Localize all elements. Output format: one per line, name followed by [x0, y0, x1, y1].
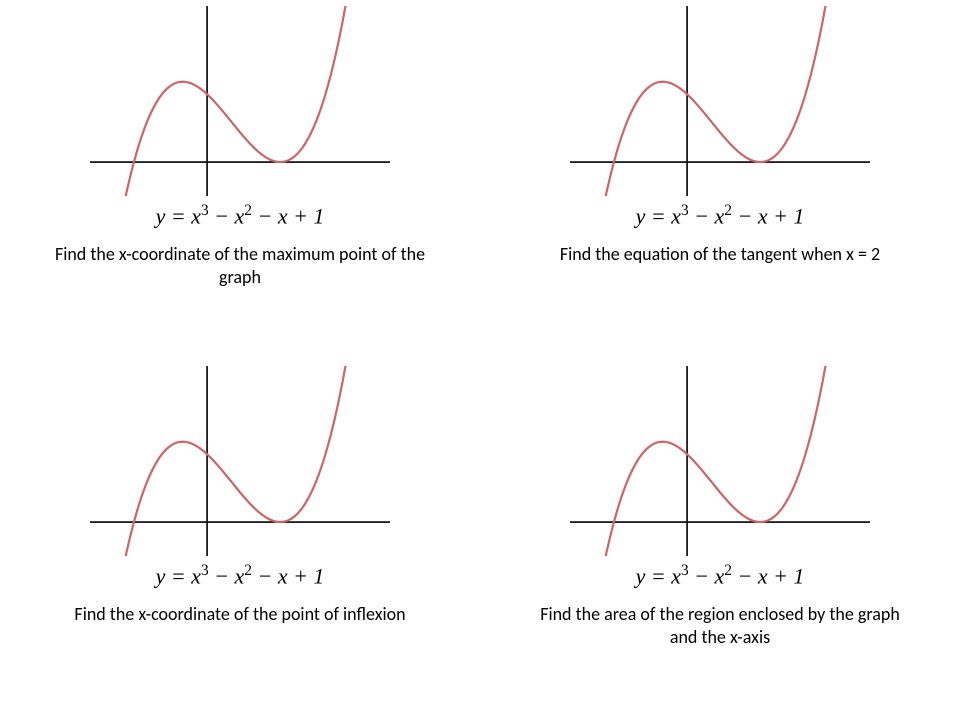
equation-1: y = x3 − x2 − x + 1 — [156, 202, 325, 229]
prompt-4: Find the area of the region enclosed by … — [530, 603, 910, 648]
prompt-3: Find the x-coordinate of the point of in… — [74, 603, 405, 626]
cubic-chart-4 — [570, 366, 870, 556]
panel-4: y = x3 − x2 − x + 1 Find the area of the… — [480, 360, 960, 720]
panel-3: y = x3 − x2 − x + 1 Find the x-coordinat… — [0, 360, 480, 720]
cubic-chart-2 — [570, 6, 870, 196]
equation-2: y = x3 − x2 − x + 1 — [636, 202, 805, 229]
cubic-chart-3 — [90, 366, 390, 556]
prompt-1: Find the x-coordinate of the maximum poi… — [50, 243, 430, 288]
prompt-2: Find the equation of the tangent when x … — [560, 243, 880, 266]
cubic-chart-1 — [90, 6, 390, 196]
equation-4: y = x3 − x2 − x + 1 — [636, 562, 805, 589]
panel-1: y = x3 − x2 − x + 1 Find the x-coordinat… — [0, 0, 480, 360]
panel-2: y = x3 − x2 − x + 1 Find the equation of… — [480, 0, 960, 360]
equation-3: y = x3 − x2 − x + 1 — [156, 562, 325, 589]
worksheet-grid: y = x3 − x2 − x + 1 Find the x-coordinat… — [0, 0, 960, 720]
